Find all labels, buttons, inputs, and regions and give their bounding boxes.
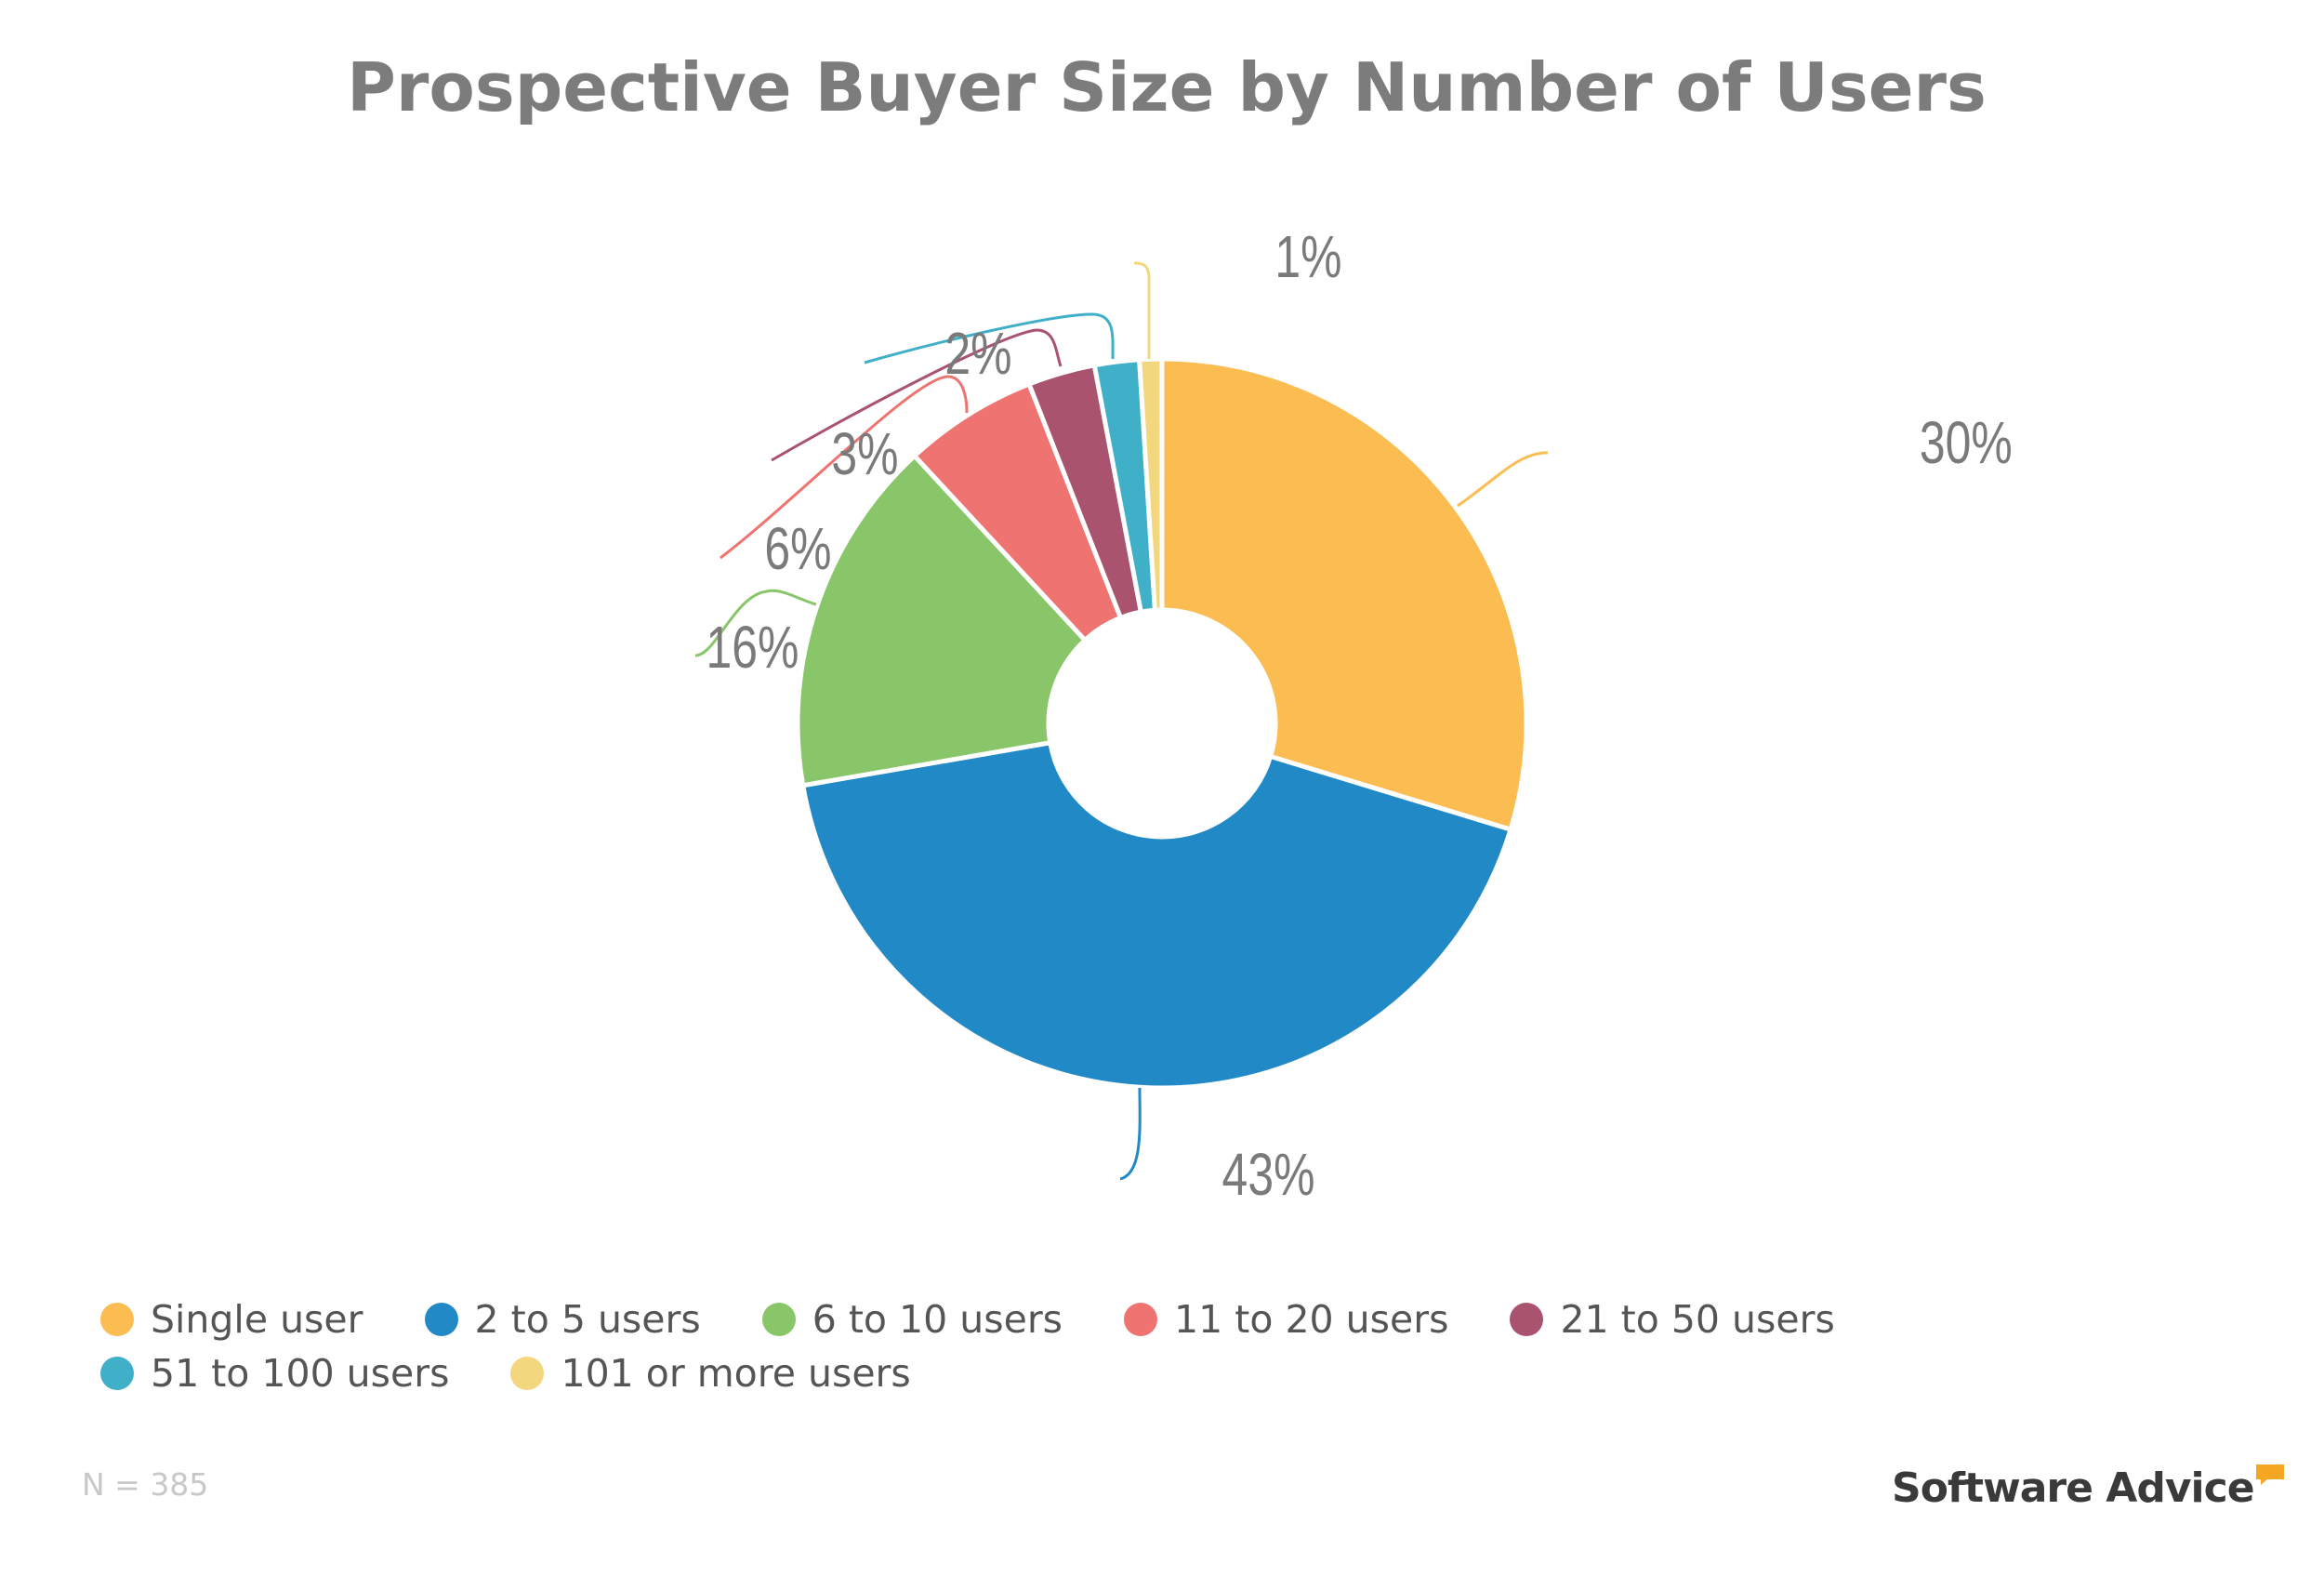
legend-label: 21 to 50 users (1560, 1297, 1835, 1342)
legend-item-single-user: Single user (100, 1292, 363, 1346)
legend-item-2-to-5-users: 2 to 5 users (424, 1292, 701, 1346)
slice-single-user (1159, 356, 1529, 833)
legend-item-21-to-50-users: 21 to 50 users (1510, 1292, 1835, 1346)
leader-line-21-to-50-users (771, 328, 1063, 462)
leader-line-11-to-20-users (720, 375, 969, 560)
legend-swatch (510, 1357, 545, 1390)
legend-item-6-to-10-users: 6 to 10 users (761, 1292, 1063, 1346)
leader-line-101-or-more-users (1133, 261, 1151, 359)
legend-swatch (1510, 1303, 1544, 1336)
legend-item-11-to-20-users: 11 to 20 users (1124, 1292, 1448, 1346)
legend-label: 2 to 5 users (474, 1297, 701, 1342)
software-advice-logo: Software Advice (1892, 1464, 2284, 1512)
data-label-51-to-100-users: 2% (944, 321, 1011, 387)
legend-swatch (761, 1303, 796, 1336)
speech-bubble-icon (2255, 1464, 2284, 1485)
legend-label: 6 to 10 users (812, 1297, 1063, 1342)
slice-6-to-10-users (795, 452, 1089, 788)
leader-line-51-to-100-users (864, 312, 1115, 364)
legend-swatch (100, 1357, 134, 1390)
legend-label: 101 or more users (561, 1351, 911, 1396)
legend-label: 51 to 100 users (151, 1351, 450, 1396)
legend-label: 11 to 20 users (1174, 1297, 1449, 1342)
data-label-single-user: 30% (1920, 410, 2013, 476)
brand-name: Software Advice (1892, 1464, 2255, 1512)
data-label-6-to-10-users: 16% (706, 615, 799, 681)
leader-line-2-to-5-users (1119, 1087, 1142, 1181)
data-label-11-to-20-users: 6% (764, 516, 831, 582)
chart-title: Prospective Buyer Size by Number of User… (347, 48, 1987, 126)
data-label-101-or-more-users: 1% (1274, 224, 1341, 290)
slice-101-or-more-users (1136, 356, 1165, 613)
legend-label: Single user (151, 1297, 363, 1342)
data-labels: 30% 43% 16% 6%3% 2% 1% (706, 224, 2012, 1208)
sample-size-note: N = 385 (82, 1466, 209, 1503)
legend-item-101-or-more-users: 101 or more users (510, 1346, 911, 1400)
legend-swatch (1124, 1303, 1158, 1336)
leader-line-6-to-10-users (694, 589, 817, 657)
leader-lines (694, 261, 1548, 1181)
legend-item-51-to-100-users: 51 to 100 users (100, 1346, 449, 1400)
data-label-21-to-50-users: 3% (831, 421, 898, 487)
data-label-2-to-5-users: 43% (1222, 1142, 1315, 1208)
slice-group (795, 356, 1529, 1091)
slice-2-to-5-users (799, 739, 1514, 1091)
leader-line-single-user (1457, 451, 1548, 508)
legend-swatch (100, 1303, 134, 1336)
legend: Single user 2 to 5 users 6 to 10 users 11 t… (100, 1292, 2257, 1400)
legend-swatch (424, 1303, 458, 1336)
